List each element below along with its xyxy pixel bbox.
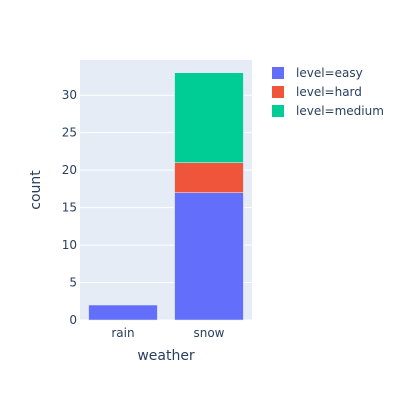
bar-segment <box>174 72 244 163</box>
y-tick-labels: 0 5 10 15 20 25 30 <box>62 88 77 327</box>
legend-swatch <box>272 86 284 98</box>
y-tick-label: 10 <box>62 238 77 252</box>
y-axis-title: count <box>28 170 44 210</box>
x-axis-title: weather <box>137 348 195 364</box>
x-tick-labels: rain snow <box>111 326 224 340</box>
legend-label: level=easy <box>296 66 363 80</box>
x-tick-label: rain <box>111 326 134 340</box>
legend: level=easy level=hard level=medium <box>272 66 384 118</box>
y-tick-label: 30 <box>62 88 77 102</box>
legend-swatch <box>272 67 284 79</box>
bar-segment <box>174 162 244 193</box>
bars <box>88 72 244 321</box>
legend-label: level=hard <box>296 85 362 99</box>
y-tick-label: 20 <box>62 163 77 177</box>
bar-segment <box>174 192 244 321</box>
legend-swatch <box>272 105 284 117</box>
x-tick-label: snow <box>193 326 224 340</box>
y-tick-label: 15 <box>62 201 77 215</box>
y-tick-label: 5 <box>69 276 77 290</box>
y-tick-label: 25 <box>62 126 77 140</box>
y-tick-label: 0 <box>69 313 77 327</box>
bar-segment <box>88 304 158 321</box>
legend-label: level=medium <box>296 104 384 118</box>
